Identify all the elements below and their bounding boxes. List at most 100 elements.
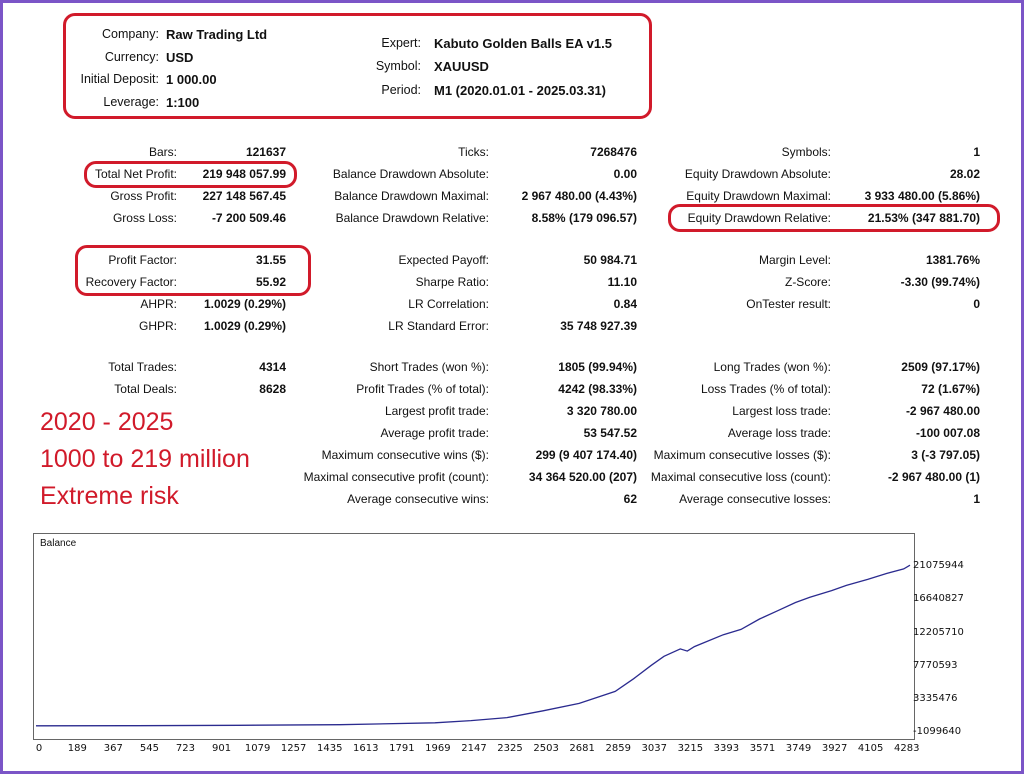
col1-label-4: Profit Factor:: [108, 253, 177, 267]
col1-value-9: 8628: [259, 382, 286, 396]
col1-value-3: -7 200 509.46: [211, 211, 286, 225]
col2-label-14: Average consecutive wins:: [347, 492, 489, 506]
col3-label-7: Long Trades (won %):: [713, 360, 831, 374]
col2-label-12: Maximum consecutive wins ($):: [321, 448, 489, 462]
col3-label-3: Equity Drawdown Relative:: [687, 211, 831, 225]
y-tick-label: 21075944: [913, 560, 964, 572]
x-tick-label: 545: [139, 743, 159, 754]
col2-label-3: Balance Drawdown Relative:: [335, 211, 489, 225]
col3-label-8: Loss Trades (% of total):: [700, 382, 831, 396]
col3-value-10: -100 007.08: [915, 426, 980, 440]
col2-value-2: 2 967 480.00 (4.43%): [521, 189, 637, 203]
col1-label-3: Gross Loss:: [112, 211, 177, 225]
col1-label-1: Total Net Profit:: [94, 167, 177, 181]
col1-label-2: Gross Profit:: [110, 189, 177, 203]
company-label: Company:: [102, 27, 159, 41]
col3-value-11: 3 (-3 797.05): [911, 448, 980, 462]
col3-label-11: Maximum consecutive losses ($):: [653, 448, 831, 462]
x-tick-label: 4283: [893, 743, 920, 754]
col2-value-0: 7268476: [590, 145, 637, 159]
net-profit-highlight: [84, 161, 297, 188]
balance-series-line: [35, 564, 911, 727]
col3-value-13: 1: [973, 492, 980, 506]
col1-label-8: Total Trades:: [108, 360, 177, 374]
col1-label-7: GHPR:: [138, 319, 177, 333]
x-tick-label: 4105: [857, 743, 884, 754]
col3-label-5: Z-Score:: [784, 275, 831, 289]
y-tick-label: 12205710: [913, 626, 964, 638]
col2-label-11: Average profit trade:: [380, 426, 489, 440]
x-tick-label: 2503: [533, 743, 559, 754]
balance-chart-plot: [35, 564, 911, 727]
x-tick-label: 3393: [713, 743, 740, 754]
col1-label-6: AHPR:: [140, 297, 177, 311]
header-highlight-box: [63, 13, 652, 119]
col1-value-5: 55.92: [255, 275, 286, 289]
col3-value-3: 21.53% (347 881.70): [867, 211, 980, 225]
col1-value-8: 4314: [259, 360, 286, 374]
col2-value-14: 62: [623, 492, 637, 506]
col3-label-9: Largest loss trade:: [732, 404, 831, 418]
col1-value-0: 121637: [245, 145, 286, 159]
col1-label-5: Recovery Factor:: [85, 275, 177, 289]
col2-value-11: 53 547.52: [583, 426, 637, 440]
col2-label-9: Profit Trades (% of total):: [356, 382, 489, 396]
x-tick-label: 1435: [316, 743, 343, 754]
col2-label-8: Short Trades (won %):: [369, 360, 489, 374]
col3-value-4: 1381.76%: [925, 253, 980, 267]
col2-label-7: LR Standard Error:: [388, 319, 489, 333]
x-tick-label: 3749: [785, 743, 812, 754]
col2-value-5: 11.10: [607, 275, 637, 289]
col2-label-10: Largest profit trade:: [384, 404, 489, 418]
company-value: Raw Trading Ltd: [166, 27, 268, 42]
col1-value-4: 31.55: [255, 253, 286, 267]
col3-value-0: 1: [973, 145, 980, 159]
col1-value-1: 219 948 057.99: [202, 167, 286, 181]
col1-value-6: 1.0029 (0.29%): [203, 297, 286, 311]
col3-label-1: Equity Drawdown Absolute:: [684, 167, 831, 181]
col3-value-5: -3.30 (99.74%): [900, 275, 980, 289]
period-value: M1 (2020.01.01 - 2025.03.31): [434, 83, 607, 98]
col3-value-9: -2 967 480.00: [905, 404, 980, 418]
col2-label-0: Ticks:: [458, 145, 489, 159]
x-tick-label: 2147: [461, 743, 487, 754]
col2-label-13: Maximal consecutive profit (count):: [303, 470, 489, 484]
col2-value-8: 1805 (99.94%): [558, 360, 637, 374]
x-tick-label: 1079: [244, 743, 271, 754]
expert-value: Kabuto Golden Balls EA v1.5: [434, 36, 612, 51]
x-tick-label: 3215: [677, 743, 704, 754]
col3-label-0: Symbols:: [781, 145, 831, 159]
col3-label-4: Margin Level:: [758, 253, 831, 267]
x-tick-label: 2681: [569, 743, 595, 754]
x-tick-label: 189: [67, 743, 87, 754]
x-tick-label: 0: [35, 743, 43, 754]
col2-value-12: 299 (9 407 174.40): [535, 448, 637, 462]
equity-drawdown-highlight: [668, 204, 1000, 232]
expert-label: Expert:: [381, 36, 421, 50]
col3-label-12: Maximal consecutive loss (count):: [650, 470, 831, 484]
leverage-value: 1:100: [166, 95, 200, 110]
note-years: 2020 - 2025: [40, 408, 174, 436]
col2-value-7: 35 748 927.39: [560, 319, 637, 333]
col1-value-7: 1.0029 (0.29%): [203, 319, 286, 333]
y-tick-label: 7770593: [913, 659, 958, 671]
col2-label-2: Balance Drawdown Maximal:: [334, 189, 489, 203]
chart-title: Balance: [40, 538, 77, 549]
x-tick-label: 1969: [425, 743, 451, 754]
y-tick-label: 16640827: [913, 593, 964, 605]
deposit-value: 1 000.00: [166, 72, 217, 87]
x-tick-label: 3927: [821, 743, 848, 754]
col3-label-6: OnTester result:: [746, 297, 831, 311]
col3-value-7: 2509 (97.17%): [901, 360, 980, 374]
col2-value-4: 50 984.71: [583, 253, 637, 267]
currency-value: USD: [166, 50, 194, 65]
col2-value-6: 0.84: [613, 297, 637, 311]
col3-label-13: Average consecutive losses:: [679, 492, 831, 506]
x-tick-label: 367: [103, 743, 123, 754]
note-risk: Extreme risk: [40, 482, 179, 510]
currency-label: Currency:: [104, 50, 159, 64]
balance-chart: Balance: [33, 533, 915, 740]
y-tick-label: 3335476: [913, 692, 958, 704]
col3-value-6: 0: [973, 297, 980, 311]
